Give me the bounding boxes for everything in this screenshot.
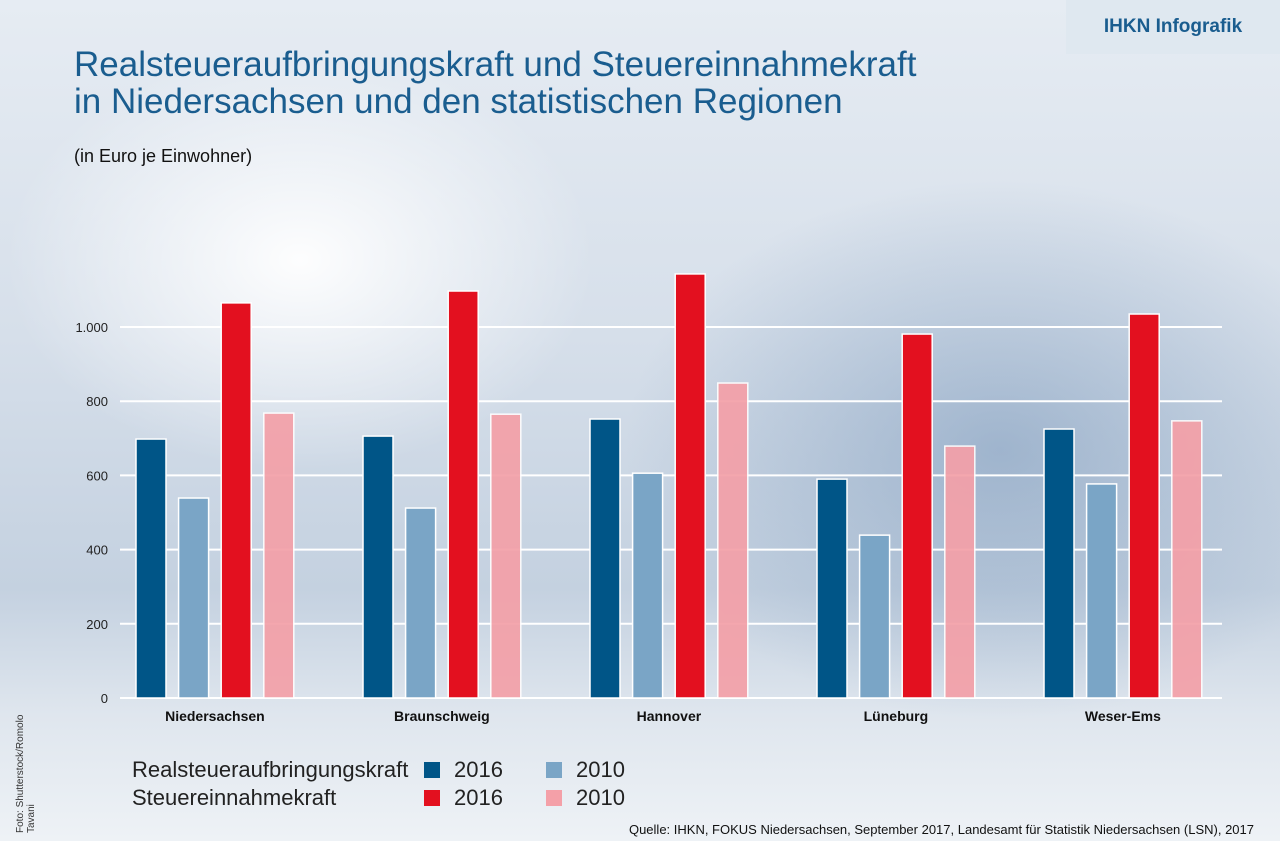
x-tick-label: Lüneburg: [864, 708, 929, 724]
bar: [717, 382, 749, 699]
unit-label: (in Euro je Einwohner): [74, 146, 253, 166]
legend-year: 2010: [576, 785, 625, 810]
bar: [447, 290, 479, 699]
legend-row-steuer: Steuereinnahmekraft 2016 2010: [132, 784, 668, 812]
x-tick-label: Braunschweig: [394, 708, 490, 724]
y-tick-label: 600: [86, 468, 108, 483]
legend-swatch: [424, 790, 440, 806]
bar: [1128, 313, 1160, 699]
bar: [177, 497, 210, 699]
bar: [944, 445, 976, 699]
photo-credit: Foto: Shutterstock/Romolo Tavani: [15, 714, 37, 833]
bar: [901, 333, 933, 699]
bar: [490, 413, 522, 699]
legend: Realsteueraufbringungskraft 2016 2010 St…: [132, 756, 668, 812]
bar: [1043, 428, 1075, 699]
bar: [263, 412, 295, 699]
y-tick-label: 800: [86, 394, 108, 409]
y-tick-label: 400: [86, 543, 108, 558]
bar: [816, 478, 848, 699]
bar: [220, 302, 252, 699]
legend-year: 2010: [576, 757, 625, 782]
x-tick-label: Weser-Ems: [1085, 708, 1161, 724]
title-line-1: Realsteueraufbringungskraft und Steuerei…: [74, 45, 917, 84]
legend-swatch: [546, 762, 562, 778]
chart-title: Realsteueraufbringungskraft und Steuerei…: [74, 46, 916, 120]
y-tick-label: 200: [86, 617, 108, 632]
bar: [589, 418, 621, 699]
bar: [631, 472, 664, 699]
bar: [1171, 420, 1203, 699]
bar: [674, 273, 706, 699]
x-tick-label: Hannover: [637, 708, 702, 724]
legend-swatch: [424, 762, 440, 778]
title-line-2: in Niedersachsen und den statistischen R…: [74, 82, 843, 121]
x-tick-label: Niedersachsen: [165, 708, 265, 724]
bar: [404, 507, 437, 699]
y-tick-label: 0: [101, 691, 108, 706]
source-note: Quelle: IHKN, FOKUS Niedersachsen, Septe…: [628, 822, 1254, 837]
bar: [858, 534, 891, 699]
legend-label: Realsteueraufbringungskraft: [132, 757, 409, 782]
legend-swatch: [546, 790, 562, 806]
legend-row-real: Realsteueraufbringungskraft 2016 2010: [132, 756, 668, 784]
bar: [362, 435, 394, 699]
legend-year: 2016: [454, 785, 503, 810]
legend-label: Steuereinnahmekraft: [132, 785, 337, 810]
bar: [135, 438, 167, 699]
brand-badge: IHKN Infografik: [1066, 0, 1280, 54]
legend-year: 2016: [454, 757, 503, 782]
y-tick-label: 1.000: [75, 320, 108, 335]
bar: [1085, 483, 1118, 699]
